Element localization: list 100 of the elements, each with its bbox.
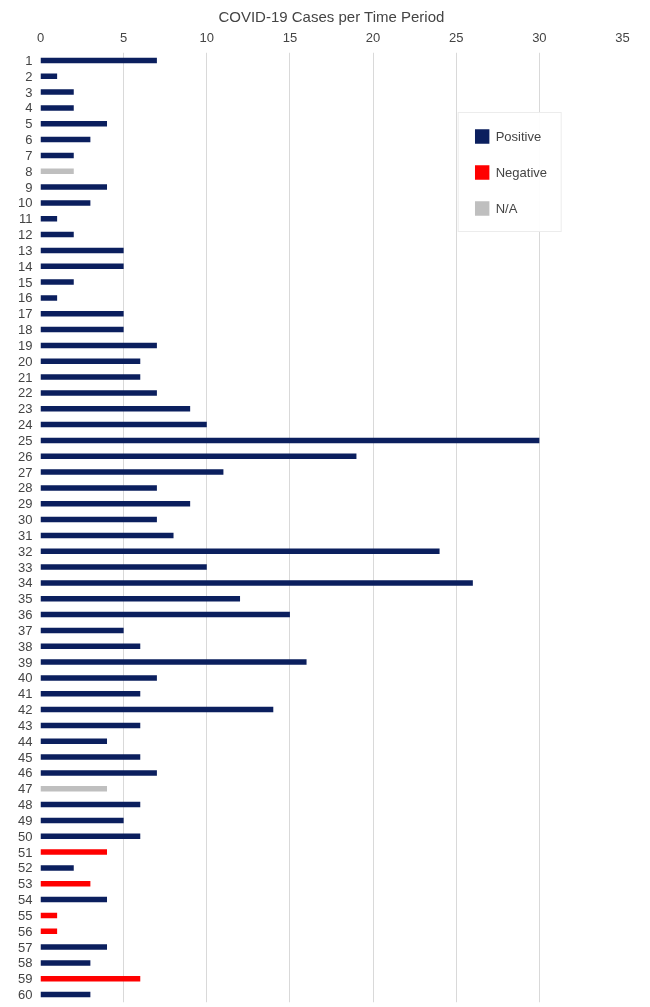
x-tick-label: 15: [282, 29, 298, 45]
x-tick-label: 0: [36, 29, 45, 45]
bar: [40, 200, 91, 206]
bar: [40, 405, 191, 412]
y-tick-label: 54: [18, 892, 33, 908]
y-tick-label: 5: [25, 116, 33, 132]
y-tick-label: 13: [18, 242, 33, 258]
bar: [40, 611, 290, 618]
y-tick-label: 15: [18, 274, 33, 290]
x-tick-label: 25: [448, 29, 464, 45]
bar: [40, 469, 224, 475]
bar: [40, 231, 74, 238]
bar: [40, 421, 207, 428]
y-tick-label: 14: [18, 258, 33, 274]
y-tick-label: 43: [18, 717, 33, 733]
bar: [40, 975, 141, 982]
y-tick-label: 57: [18, 939, 33, 955]
y-tick-label: 27: [18, 464, 33, 480]
y-tick-label: 23: [18, 401, 33, 417]
bar: [40, 722, 141, 729]
bar: [40, 263, 124, 270]
bar: [40, 817, 124, 824]
y-tick-label: 55: [18, 907, 33, 923]
y-tick-label: 59: [18, 971, 33, 987]
bar: [40, 279, 74, 285]
bar: [40, 295, 58, 301]
y-tick-label: 47: [18, 781, 33, 797]
bar: [40, 184, 108, 190]
bar: [40, 548, 440, 555]
y-tick-label: 19: [18, 337, 33, 353]
bar: [40, 659, 307, 665]
bar: [40, 706, 274, 713]
bar: [40, 944, 108, 950]
y-tick-label: 22: [18, 385, 33, 401]
bar: [40, 326, 124, 333]
y-tick-label: 25: [18, 432, 33, 448]
y-tick-label: 53: [18, 876, 33, 892]
y-tick-label: 1: [25, 52, 33, 68]
bar: [40, 865, 74, 871]
bar: [40, 532, 174, 539]
y-tick-label: 52: [18, 860, 33, 876]
bar: [40, 595, 241, 602]
bar: [40, 675, 157, 681]
bar: [40, 738, 108, 745]
y-tick-label: 18: [18, 322, 33, 338]
y-tick-label: 35: [18, 591, 33, 607]
x-tick-label: 20: [365, 29, 381, 45]
x-tick-label: 30: [532, 29, 547, 45]
bar: [40, 627, 124, 634]
y-tick-label: 11: [19, 211, 33, 227]
y-tick-label: 7: [25, 147, 33, 163]
y-tick-label: 8: [25, 163, 33, 179]
bar: [40, 770, 157, 776]
bar: [40, 168, 74, 175]
bar: [40, 516, 157, 523]
legend-label: Positive: [495, 128, 542, 144]
y-tick-label: 34: [18, 575, 33, 591]
bar: [40, 215, 58, 222]
y-tick-label: 45: [18, 749, 33, 765]
bar: [40, 374, 141, 380]
bar: [40, 120, 108, 127]
y-tick-label: 46: [18, 765, 33, 781]
legend-label: N/A: [495, 200, 518, 216]
bar: [40, 247, 124, 254]
y-tick-label: 51: [18, 844, 33, 860]
y-tick-label: 40: [18, 670, 33, 686]
y-tick-label: 2: [25, 68, 33, 84]
y-tick-label: 41: [18, 686, 33, 702]
y-tick-label: 9: [25, 179, 33, 195]
y-tick-label: 17: [18, 306, 33, 322]
y-tick-label: 6: [25, 132, 33, 148]
y-tick-label: 42: [18, 702, 33, 718]
bar: [40, 358, 141, 365]
legend-label: Negative: [495, 164, 547, 180]
y-tick-label: 12: [18, 227, 33, 243]
y-tick-label: 58: [18, 955, 33, 971]
x-tick-label: 35: [615, 29, 630, 45]
bar: [40, 564, 207, 570]
y-tick-label: 44: [18, 733, 33, 749]
y-tick-label: 4: [25, 100, 33, 116]
y-tick-label: 20: [18, 353, 33, 369]
bar: [40, 928, 58, 935]
y-tick-label: 3: [25, 84, 33, 100]
y-tick-label: 48: [18, 797, 33, 813]
bar: [40, 754, 141, 760]
y-tick-label: 60: [18, 987, 33, 1003]
bar: [40, 152, 74, 159]
y-tick-label: 37: [18, 622, 33, 638]
y-tick-label: 50: [18, 828, 33, 844]
bar: [40, 310, 124, 317]
y-tick-label: 21: [18, 369, 33, 385]
bar: [40, 580, 473, 586]
bar: [40, 390, 157, 396]
y-tick-label: 36: [18, 607, 33, 623]
y-tick-label: 39: [18, 654, 33, 670]
x-tick-label: 5: [120, 29, 128, 45]
bar: [40, 833, 141, 840]
y-tick-label: 29: [18, 496, 33, 512]
bar: [40, 89, 74, 95]
y-tick-label: 33: [18, 559, 33, 575]
